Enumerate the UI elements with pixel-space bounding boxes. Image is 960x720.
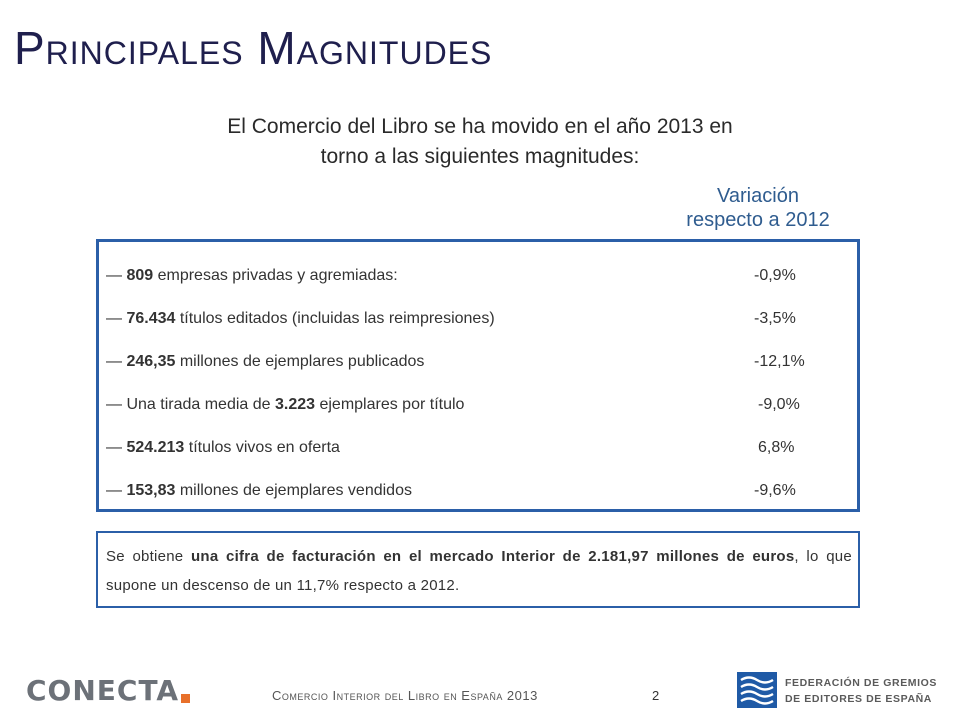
intro-text: El Comercio del Libro se ha movido en el… [100,112,860,172]
variation-header-line-1: Variación [717,185,799,207]
intro-line-2: torno a las siguientes magnitudes: [320,145,640,168]
magnitude-value: 76.434 [126,310,176,327]
summary-box: Se obtiene una cifra de facturación en e… [96,531,860,608]
magnitude-text: millones de ejemplares vendidos [175,482,412,499]
magnitude-variation: -9,0% [758,396,800,413]
magnitude-value: 524.213 [126,439,185,456]
magnitude-description: — 246,35 millones de ejemplares publicad… [106,349,424,375]
summary-text-end: , lo que supone un descenso de un 11,7% … [106,548,852,594]
magnitude-row: — 153,83 millones de ejemplares vendidos… [106,478,846,504]
magnitude-variation: -9,6% [754,482,796,499]
magnitude-value: 3.223 [274,396,316,413]
magnitudes-box: — 809 empresas privadas y agremiadas: -0… [96,239,860,512]
conecta-logo-dot-icon [181,693,191,703]
magnitude-description: — Una tirada media de 3.223 ejemplares p… [106,392,464,418]
magnitude-value: 153,83 [126,482,176,499]
summary-highlight: una cifra de facturación en el mercado I… [191,548,795,565]
variation-header-line-2: respecto a 2012 [686,209,830,231]
magnitude-text: títulos vivos en oferta [184,439,340,456]
magnitude-description: — 809 empresas privadas y agremiadas: [106,263,398,289]
magnitude-text: empresas privadas y agremiadas: [153,267,398,284]
federation-logo: FEDERACIÓN DE GREMIOS DE EDITORES DE ESP… [737,672,937,710]
magnitude-lead: Una tirada media de [126,396,275,413]
variation-header: Variación respecto a 2012 [658,184,858,232]
page-number: 2 [652,688,660,703]
magnitude-text: ejemplares por título [315,396,465,413]
magnitude-description: — 153,83 millones de ejemplares vendidos [106,478,412,504]
bullet-dash: — [106,439,122,456]
magnitude-row: — 76.434 títulos editados (incluidas las… [106,306,846,332]
federation-line-1: FEDERACIÓN DE GREMIOS [785,677,938,689]
conecta-logo: CONECTA [26,674,191,707]
magnitude-row: — 809 empresas privadas y agremiadas: -0… [106,263,846,289]
conecta-logo-text: CONECTA [26,674,180,707]
magnitude-text: millones de ejemplares publicados [175,353,425,370]
federation-name: FEDERACIÓN DE GREMIOS DE EDITORES DE ESP… [785,675,937,707]
page-title: Principales Magnitudes [14,22,493,74]
magnitude-value: 809 [126,267,154,284]
magnitude-description: — 524.213 títulos vivos en oferta [106,435,340,461]
magnitude-variation: -0,9% [754,267,796,284]
magnitude-value: 246,35 [126,353,176,370]
intro-line-1: El Comercio del Libro se ha movido en el… [227,115,733,138]
summary-text-start: Se obtiene [106,548,191,565]
federation-emblem-icon [737,672,777,708]
magnitude-variation: -12,1% [754,353,805,370]
magnitude-row: — 524.213 títulos vivos en oferta 6,8% [106,435,846,461]
bullet-dash: — [106,396,122,413]
magnitude-description: — 76.434 títulos editados (incluidas las… [106,306,495,332]
magnitude-text: títulos editados (incluidas las reimpres… [175,310,495,327]
bullet-dash: — [106,267,122,284]
bullet-dash: — [106,482,122,499]
bullet-dash: — [106,353,122,370]
magnitude-row: — 246,35 millones de ejemplares publicad… [106,349,846,375]
magnitude-variation: 6,8% [758,439,795,456]
bullet-dash: — [106,310,122,327]
magnitude-variation: -3,5% [754,310,796,327]
magnitude-row: — Una tirada media de 3.223 ejemplares p… [106,392,846,418]
federation-line-2: DE EDITORES DE ESPAÑA [785,693,932,705]
footer-document-title: Comercio Interior del Libro en España 20… [272,688,538,703]
